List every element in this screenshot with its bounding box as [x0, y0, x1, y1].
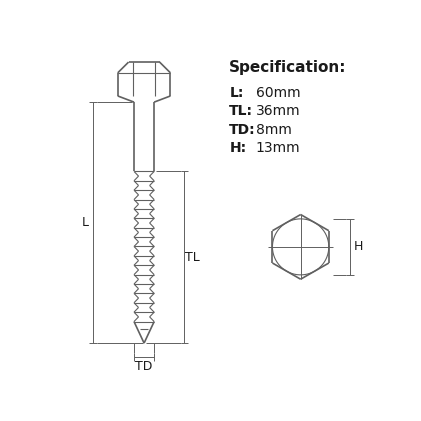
- Text: 60mm: 60mm: [256, 86, 300, 100]
- Text: 36mm: 36mm: [256, 104, 300, 118]
- Text: TD: TD: [136, 360, 153, 373]
- Text: 8mm: 8mm: [256, 123, 292, 137]
- Text: L:: L:: [229, 86, 244, 100]
- Text: TL: TL: [185, 251, 200, 264]
- Text: L: L: [82, 216, 89, 229]
- Text: TL:: TL:: [229, 104, 253, 118]
- Text: H:: H:: [229, 141, 246, 155]
- Text: H: H: [353, 240, 362, 253]
- Text: 13mm: 13mm: [256, 141, 300, 155]
- Text: Specification:: Specification:: [229, 60, 347, 75]
- Text: TD:: TD:: [229, 123, 256, 137]
